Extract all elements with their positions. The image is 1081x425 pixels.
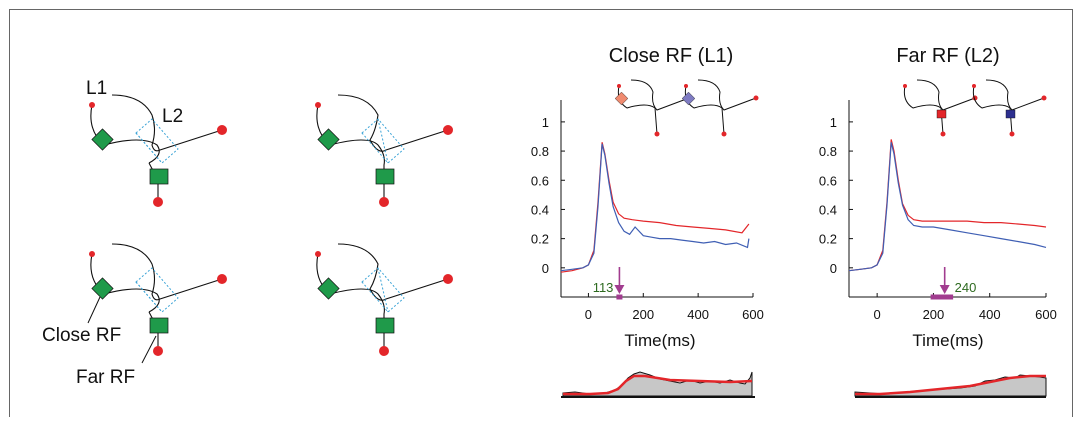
y-tick-label: 0.6 [819, 173, 837, 188]
chart-close-rf: Close RF (L1) 0 0.2 0.4 0.6 0.8 1 0 200 400 600 11… [531, 45, 764, 350]
latency-arrow-head [939, 285, 950, 294]
y-tick-label: 0 [830, 261, 837, 276]
mini-icon-far-1 [902, 79, 978, 137]
schematic-top-left [88, 94, 228, 208]
y-tick-label: 0.8 [531, 144, 549, 159]
series-line-blue [560, 143, 750, 272]
mini-icon-close-2 [681, 79, 759, 137]
chart-far-rf: Far RF (L2) 00.20.40.60.810 200 400 600240 … [819, 45, 1057, 350]
y-tick-label: 0.2 [819, 232, 837, 247]
y-tick-label: 0 [542, 261, 549, 276]
y-tick-label: 0.4 [819, 202, 837, 217]
y-tick-label: 0.2 [531, 232, 549, 247]
chart-title: Close RF (L1) [609, 45, 733, 67]
pointer-close-rf [87, 296, 101, 324]
histogram-fit-red [563, 374, 753, 396]
latency-range-bar [930, 294, 954, 300]
schematic-bottom-right [314, 243, 454, 357]
histogram-close-rf [561, 371, 755, 398]
latency-label: 240 [955, 280, 977, 295]
series-line-blue [848, 142, 1047, 272]
label-close-rf: Close RF [42, 325, 121, 346]
y-tick-label: 0.4 [531, 202, 549, 217]
x-tick-label: 0 [874, 307, 881, 322]
x-tick-label: 400 [687, 307, 709, 322]
schematic-top-right [314, 94, 454, 208]
plot-area: 0 0.2 0.4 0.6 0.8 1 0 200 400 600 113 [531, 100, 764, 322]
y-tick-label: 1 [542, 115, 549, 130]
mini-icon-far-2 [971, 79, 1047, 137]
x-tick-label: 0 [585, 307, 592, 322]
histogram-fit-red [855, 374, 1046, 396]
y-tick-label: 0.6 [531, 173, 549, 188]
label-l1: L1 [86, 78, 107, 99]
label-l2: L2 [162, 106, 183, 127]
x-tick-label: 200 [923, 307, 945, 322]
latency-label: 113 [593, 280, 614, 295]
chart-title: Far RF (L2) [896, 45, 999, 67]
series-line-red [848, 139, 1047, 272]
x-axis-label: Time(ms) [912, 331, 983, 350]
x-tick-label: 600 [1035, 307, 1057, 322]
x-tick-label: 200 [632, 307, 654, 322]
y-tick-label: 0.8 [819, 144, 837, 159]
series-line-red [560, 142, 750, 273]
latency-arrow-head [614, 285, 625, 294]
y-tick-label: 1 [830, 115, 837, 130]
pointer-far-rf [141, 335, 157, 364]
mini-icon-close-1 [614, 79, 692, 137]
figure-frame [9, 9, 1073, 417]
plot-area: 0 0.2 0.4 0.6 0.8 1 0 200 400 600 240 [819, 100, 1057, 322]
histogram-far-rf [854, 374, 1047, 398]
x-axis-label: Time(ms) [624, 331, 695, 350]
label-far-rf: Far RF [76, 367, 135, 388]
histogram-fill [562, 371, 753, 397]
x-tick-label: 600 [742, 307, 764, 322]
x-tick-label: 400 [979, 307, 1001, 322]
latency-range-bar [616, 294, 623, 300]
